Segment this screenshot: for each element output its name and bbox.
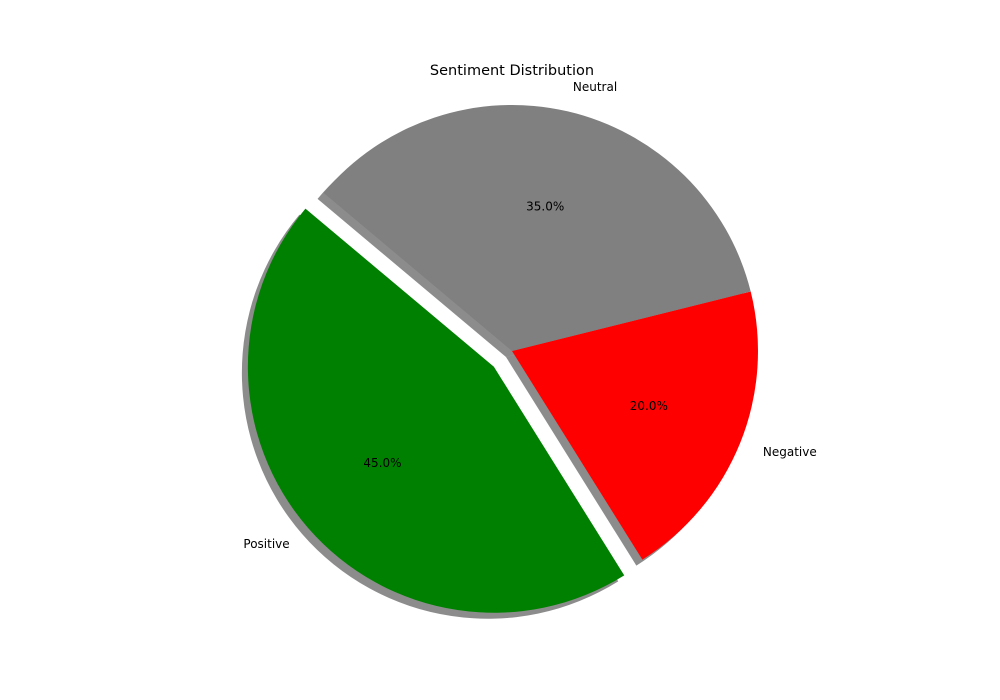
slice-value-label-positive: 45.0% (363, 456, 401, 470)
pie-labels: 45.0% Positive 20.0% Negative 35.0% Neutral (243, 80, 816, 551)
chart-title: Sentiment Distribution (430, 63, 594, 79)
slice-value-label-neutral: 35.0% (526, 200, 564, 214)
slice-category-label-negative: Negative (763, 445, 817, 459)
pie-slices (247, 105, 758, 613)
pie-slice-positive (247, 208, 625, 613)
slice-category-label-neutral: Neutral (573, 80, 617, 94)
slice-category-label-positive: Positive (243, 537, 289, 551)
pie-slice-negative (512, 291, 758, 560)
pie-slice-neutral (323, 105, 751, 352)
slice-value-label-negative: 20.0% (630, 399, 668, 413)
